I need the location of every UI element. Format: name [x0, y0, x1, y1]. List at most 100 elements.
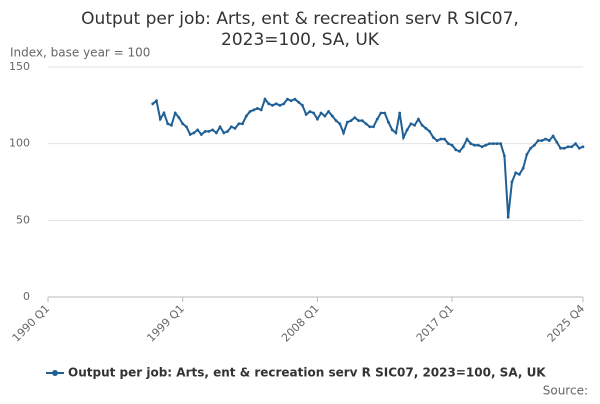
data-point — [484, 143, 488, 147]
data-point — [289, 99, 293, 103]
y-tick-label: 150 — [9, 60, 30, 73]
data-point — [420, 123, 424, 127]
data-point — [469, 142, 473, 146]
data-point — [267, 102, 271, 106]
data-point — [304, 113, 308, 116]
data-point — [218, 125, 222, 129]
x-tick-label: 2017 Q1 — [414, 302, 457, 345]
data-point — [286, 97, 289, 101]
data-point — [454, 148, 458, 152]
data-point — [521, 166, 525, 170]
data-point — [581, 145, 585, 149]
data-point — [394, 131, 398, 135]
data-point — [458, 149, 461, 153]
data-point — [312, 111, 316, 115]
data-point — [338, 122, 342, 126]
data-point — [263, 97, 267, 101]
data-point — [297, 100, 301, 104]
series-line — [152, 97, 584, 218]
data-point — [203, 130, 207, 133]
data-point — [413, 123, 417, 127]
data-point — [349, 119, 353, 123]
data-point — [506, 215, 510, 219]
data-point — [323, 114, 327, 118]
data-point — [177, 116, 181, 119]
data-point — [319, 111, 323, 115]
data-point — [274, 102, 278, 106]
data-point — [241, 122, 244, 126]
data-point — [495, 142, 499, 146]
data-point — [252, 108, 256, 112]
data-point — [170, 123, 173, 127]
data-point — [428, 130, 432, 133]
y-axis-label: Index, base year = 100 — [10, 46, 150, 60]
data-point — [199, 133, 203, 136]
data-point — [555, 140, 559, 144]
data-point — [570, 145, 574, 149]
data-point — [514, 171, 518, 175]
chart-title: Output per job: Arts, ent & recreation s… — [81, 9, 519, 29]
data-point — [379, 111, 383, 115]
data-point — [334, 119, 338, 123]
legend-marker — [52, 370, 58, 376]
data-point — [282, 102, 286, 106]
x-tick-label: 2008 Q1 — [279, 302, 322, 345]
data-point — [158, 117, 162, 121]
data-point — [488, 142, 491, 146]
data-point — [529, 146, 533, 150]
data-point — [562, 146, 566, 150]
data-point — [402, 136, 405, 139]
data-point — [301, 103, 304, 107]
data-point — [439, 137, 443, 141]
data-point — [222, 131, 226, 135]
data-point — [435, 139, 439, 143]
data-point — [188, 133, 192, 136]
data-point — [383, 111, 387, 115]
data-point — [364, 122, 368, 126]
data-point — [214, 131, 218, 135]
data-point — [416, 117, 420, 121]
data-point — [162, 111, 166, 115]
data-point — [330, 114, 334, 118]
data-point — [532, 143, 536, 147]
data-point — [226, 130, 229, 133]
y-tick-label: 0 — [23, 290, 30, 303]
data-point — [360, 119, 364, 123]
chart-title: 2023=100, SA, UK — [221, 30, 380, 50]
data-point — [151, 102, 155, 106]
data-point — [211, 128, 215, 132]
data-point — [342, 131, 345, 135]
data-point — [244, 114, 248, 118]
data-point — [372, 125, 375, 129]
data-point — [375, 117, 379, 121]
data-point — [544, 137, 547, 141]
x-tick-label: 1999 Q1 — [144, 302, 187, 345]
x-tick-label: 1990 Q1 — [10, 302, 53, 345]
data-point — [547, 139, 551, 143]
data-point — [473, 143, 476, 147]
data-point — [510, 180, 514, 184]
data-point — [424, 126, 428, 130]
x-tick-label: 2025 Q4 — [545, 302, 588, 345]
data-point — [196, 128, 200, 132]
data-point — [353, 116, 357, 119]
data-point — [271, 103, 274, 107]
data-point — [461, 145, 465, 149]
data-point — [237, 122, 241, 126]
data-point — [256, 107, 259, 110]
data-point — [345, 120, 349, 124]
y-tick-label: 100 — [9, 137, 30, 150]
data-point — [278, 103, 282, 107]
data-point — [566, 145, 570, 149]
data-point — [387, 120, 390, 124]
data-point — [577, 146, 581, 150]
data-point — [368, 125, 372, 129]
data-point — [315, 117, 319, 121]
data-point — [499, 142, 503, 146]
data-point — [207, 130, 211, 133]
data-point — [465, 137, 469, 141]
data-point — [450, 143, 454, 147]
data-point — [233, 126, 237, 130]
data-point — [409, 122, 413, 126]
